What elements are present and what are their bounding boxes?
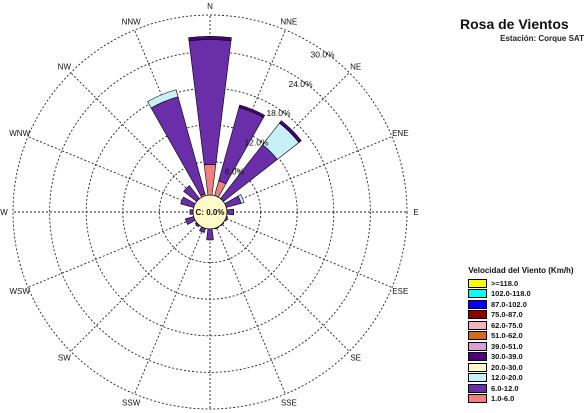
- legend-label: 12.0-20.0: [491, 373, 523, 383]
- legend-swatch: [468, 278, 487, 288]
- wind-bar-segment: [203, 164, 217, 199]
- ring-label: 18.0%: [266, 108, 291, 118]
- legend-swatch: [468, 341, 487, 351]
- legend-title: Velocidad del Viento (Km/h): [468, 266, 574, 275]
- legend-swatch: [468, 320, 487, 330]
- legend-label: 20.0-30.0: [491, 362, 523, 372]
- grid-ring: [122, 124, 298, 300]
- legend-item: 30.0-39.0: [468, 352, 586, 363]
- grid-spoke: [222, 136, 393, 208]
- legend-list: >=118.0 102.0-118.0 87.0-102.0 75.0-87.0 62.…: [468, 278, 586, 404]
- legend-swatch: [468, 352, 487, 362]
- legend-swatch: [468, 331, 487, 341]
- ring-label: 12.0%: [244, 137, 269, 147]
- legend-label: 62.0-75.0: [491, 320, 523, 330]
- grid-spoke: [222, 216, 393, 288]
- grid-spoke: [70, 221, 201, 352]
- legend-label: 87.0-102.0: [491, 299, 527, 309]
- legend-label: 30.0-39.0: [491, 352, 523, 362]
- calm-disc: [192, 194, 228, 230]
- legend-item: 102.0-118.0: [468, 289, 586, 300]
- title-block: Rosa de Vientos Estación: Corque SAT: [460, 16, 588, 43]
- legend-label: 6.0-12.0: [491, 383, 519, 393]
- wind-bar-segment: [279, 120, 302, 143]
- grid-spoke: [219, 72, 350, 203]
- legend-swatch: [468, 299, 487, 309]
- legend-item: 39.0-51.0: [468, 341, 586, 352]
- wind-bar-segment: [188, 39, 232, 166]
- ring-label: 30.0%: [311, 50, 336, 60]
- direction-label: SE: [350, 354, 361, 363]
- direction-label: E: [413, 208, 418, 217]
- legend-label: >=118.0: [491, 278, 519, 288]
- legend-swatch: [468, 310, 487, 320]
- legend-swatch: [468, 362, 487, 372]
- grid-spoke: [134, 224, 206, 395]
- legend-swatch: [468, 394, 487, 404]
- grid-spoke: [134, 29, 206, 200]
- ring-label: 6.0%: [225, 167, 245, 177]
- direction-label: ENE: [392, 129, 408, 138]
- direction-label: WNW: [9, 129, 30, 138]
- direction-label: SW: [58, 354, 71, 363]
- wind-bars: [147, 36, 302, 241]
- wind-bar-segment: [188, 36, 232, 42]
- direction-label: ESE: [392, 287, 408, 296]
- legend-item: >=118.0: [468, 278, 586, 289]
- chart-title: Rosa de Vientos: [460, 16, 569, 32]
- legend-item: 20.0-30.0: [468, 362, 586, 373]
- legend-label: 102.0-118.0: [491, 289, 531, 299]
- calm-label: C: 0.0%: [196, 208, 225, 217]
- legend-item: 6.0-12.0: [468, 383, 586, 394]
- wind-bar-segment: [238, 104, 266, 118]
- legend-item: 75.0-87.0: [468, 310, 586, 321]
- direction-label: SSW: [122, 398, 141, 407]
- legend-item: 87.0-102.0: [468, 299, 586, 310]
- grid-spoke: [70, 72, 201, 203]
- direction-label: NW: [58, 62, 72, 71]
- wind-bar-segment: [147, 89, 179, 109]
- wind-bar-segment: [150, 96, 206, 196]
- direction-label: W: [0, 208, 8, 217]
- grid-spoke: [214, 29, 286, 200]
- grid-spoke: [27, 216, 198, 288]
- legend-label: 75.0-87.0: [491, 310, 523, 320]
- legend-swatch: [468, 373, 487, 383]
- direction-label: N: [207, 2, 213, 11]
- direction-label: NE: [350, 62, 361, 71]
- grid-spoke: [219, 221, 350, 352]
- ring-labels: 6.0% 12.0% 18.0% 24.0% 30.0%: [225, 50, 335, 177]
- direction-labels: NNNENEENEEESESESSESSSWSWWSWWWNWNWNNW: [0, 2, 418, 407]
- legend-label: 39.0-51.0: [491, 341, 523, 351]
- calm-circle: C: 0.0%: [192, 194, 228, 230]
- wind-bar-segment: [237, 194, 245, 204]
- legend-swatch: [468, 383, 487, 393]
- wind-bar-segment: [206, 227, 214, 241]
- grid-spoke: [27, 136, 198, 208]
- grid-ring: [12, 14, 408, 410]
- legend-label: 51.0-62.0: [491, 331, 523, 341]
- direction-label: NNW: [122, 18, 142, 27]
- legend-item: 62.0-75.0: [468, 320, 586, 331]
- direction-label: SSE: [281, 398, 297, 407]
- legend-item: 1.0-6.0: [468, 394, 586, 405]
- legend-swatch: [468, 289, 487, 299]
- legend-item: 12.0-20.0: [468, 373, 586, 384]
- chart-subtitle: Estación: Corque SAT: [500, 34, 584, 43]
- wind-rose-chart: 6.0% 12.0% 18.0% 24.0% 30.0% N NNE NE ENE E ESE SE…: [0, 2, 419, 410]
- legend: Velocidad del Viento (Km/h) >=118.0 102.0…: [456, 266, 586, 404]
- legend-item: 51.0-62.0: [468, 331, 586, 342]
- grid-ring: [158, 160, 262, 264]
- grid-ring: [49, 51, 371, 373]
- direction-label: NNE: [280, 18, 297, 27]
- grid-spoke: [214, 224, 286, 395]
- ring-label: 24.0%: [288, 79, 313, 89]
- polar-grid: [12, 14, 408, 410]
- direction-label: WSW: [9, 287, 30, 296]
- legend-label: 1.0-6.0: [491, 394, 515, 404]
- grid-ring: [85, 87, 335, 337]
